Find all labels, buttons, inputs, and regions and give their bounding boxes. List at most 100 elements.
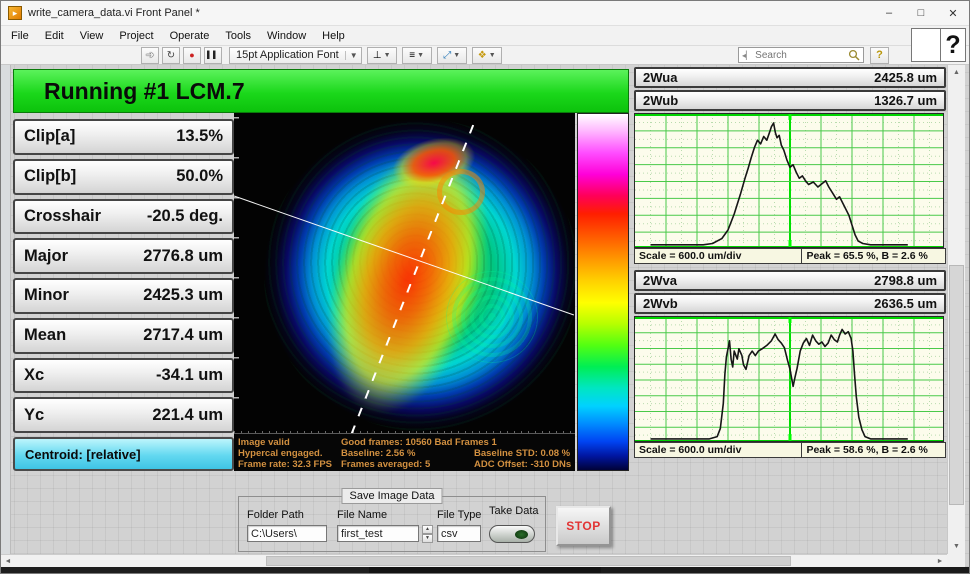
search-scope-icon[interactable]: ◂▏ (742, 50, 753, 60)
resize-objects-icon: ⤢ (443, 49, 452, 61)
status-frame-rate: Frame rate: 32.3 FPS (238, 459, 332, 470)
context-help-box (911, 28, 941, 62)
chevron-down-icon: ▼ (453, 51, 461, 59)
scroll-left-icon[interactable]: ◄ (4, 557, 12, 565)
menu-edit[interactable]: Edit (44, 29, 64, 42)
measurement-yc: Yc 221.4 um (13, 397, 234, 433)
image-left-ticks (234, 117, 239, 433)
maximize-button[interactable]: □ (917, 7, 925, 19)
taskbar-edge (1, 567, 969, 573)
status-good-frames: Good frames: 10560 Bad Frames 1 (341, 437, 497, 448)
status-image-valid: Image valid (238, 437, 290, 448)
search-help-button[interactable]: ? (870, 46, 889, 64)
indicator-2wub: 2Wub 1326.7 um (634, 90, 946, 111)
pause-button[interactable]: ▌▌ (204, 46, 222, 64)
font-selector-label: 15pt Application Font (236, 49, 339, 61)
take-data-label: Take Data (489, 505, 539, 517)
measurement-panel: Clip[a] 13.5% Clip[b] 50.0% Crosshair -20.5… (13, 119, 234, 433)
centroid-mode-indicator: Centroid: [relative] (13, 437, 234, 471)
menu-operate[interactable]: Operate (169, 29, 210, 42)
measurement-minor: Minor 2425.3 um (13, 278, 234, 314)
search-box[interactable]: ◂▏ (738, 47, 864, 63)
measurement-mean: Mean 2717.4 um (13, 317, 234, 354)
title-bar: ▸ write_camera_data.vi Front Panel * – □… (1, 1, 969, 25)
scroll-up-icon[interactable]: ▲ (948, 65, 965, 80)
distribute-objects-icon: ≡ (409, 49, 416, 61)
file-type-label: File Type (437, 509, 482, 521)
run-continuous-button[interactable]: ↻ (162, 46, 180, 64)
context-help-area: ? (911, 28, 966, 62)
distribute-objects-dropdown[interactable]: ≡ ▼ (401, 46, 432, 64)
file-type-input[interactable] (437, 525, 481, 542)
folder-path-label: Folder Path (247, 509, 304, 521)
vertical-scroll-thumb[interactable] (949, 265, 964, 505)
chevron-down-icon: ▼ (344, 50, 358, 60)
toolbar: ➔ ↻ ● ▌▌ 15pt Application Font ▼ ⊥ ▼ ≡ ▼… (1, 45, 969, 65)
take-data-led-icon (515, 530, 528, 539)
chevron-down-icon: ▼ (383, 51, 391, 59)
menu-project[interactable]: Project (119, 29, 154, 42)
cluster-caption: Save Image Data (341, 488, 443, 504)
stop-button[interactable]: STOP (556, 506, 611, 546)
align-objects-dropdown[interactable]: ⊥ ▼ (366, 46, 397, 64)
menu-file[interactable]: File (11, 29, 29, 42)
search-input[interactable] (755, 49, 848, 61)
context-help-question-icon[interactable]: ? (941, 28, 966, 62)
menu-help[interactable]: Help (322, 29, 345, 42)
run-button[interactable]: ➔ (141, 46, 159, 64)
status-frames-avg: Frames averaged: 5 (341, 459, 431, 470)
align-objects-icon: ⊥ (372, 49, 382, 61)
stepper-up-icon[interactable]: ▲ (422, 525, 433, 534)
left-edge-strip (1, 65, 11, 554)
scroll-down-icon[interactable]: ▼ (948, 539, 965, 554)
menu-view[interactable]: View (79, 29, 104, 42)
measurement-crosshair: Crosshair -20.5 deg. (13, 198, 234, 235)
u-scale-label: Scale = 600.0 um/div (634, 248, 803, 264)
v-profile-footer: Scale = 600.0 um/div Peak = 58.6 %, B = … (634, 442, 946, 458)
u-peak-label: Peak = 65.5 %, B = 2.6 % (802, 248, 946, 264)
beam-profile-image (234, 113, 575, 433)
minimize-button[interactable]: – (885, 7, 893, 19)
font-selector[interactable]: 15pt Application Font ▼ (229, 46, 362, 64)
v-peak-label: Peak = 58.6 %, B = 2.6 % (802, 442, 946, 458)
run-status-banner: Running #1 LCM.7 (13, 69, 629, 113)
save-image-data-cluster: Save Image Data Folder Path File Name ▲ … (238, 488, 546, 552)
file-name-input[interactable] (337, 525, 419, 542)
close-button[interactable]: ✕ (948, 7, 958, 20)
v-scale-label: Scale = 600.0 um/div (634, 442, 803, 458)
front-panel: Running #1 LCM.7 Clip[a] 13.5% Clip[b] 50.… (1, 65, 969, 567)
measurement-clip-b: Clip[b] 50.0% (13, 158, 234, 195)
indicator-2wua: 2Wua 2425.8 um (634, 67, 946, 88)
scroll-right-icon[interactable]: ► (936, 557, 944, 565)
chevron-down-icon: ▼ (417, 51, 425, 59)
status-baseline: Baseline: 2.56 % (341, 448, 416, 459)
chevron-down-icon: ▼ (488, 51, 496, 59)
file-name-label: File Name (337, 509, 388, 521)
status-adc-offset: ADC Offset: -310 DNs (474, 459, 572, 470)
u-profile-footer: Scale = 600.0 um/div Peak = 65.5 %, B = … (634, 248, 946, 264)
beam-ring-feature (437, 169, 485, 215)
camera-status-panel: Image valid Good frames: 10560 Bad Frame… (234, 433, 575, 471)
menu-window[interactable]: Window (267, 29, 307, 42)
abort-button[interactable]: ● (183, 46, 201, 64)
beam-ring-feature (446, 271, 538, 363)
vertical-scrollbar[interactable]: ▲ ▼ (947, 65, 965, 554)
labview-app-icon: ▸ (8, 6, 22, 20)
image-bottom-ticks (234, 431, 575, 433)
file-type-stepper[interactable]: ▲ ▼ (422, 525, 433, 543)
horizontal-scroll-thumb[interactable] (266, 556, 791, 566)
resize-objects-dropdown[interactable]: ⤢ ▼ (436, 46, 467, 64)
menu-tools[interactable]: Tools (225, 29, 252, 42)
take-data-toggle[interactable] (489, 525, 535, 543)
horizontal-scrollbar[interactable]: ◄ ► (1, 554, 947, 567)
window-title: write_camera_data.vi Front Panel * (28, 7, 200, 19)
u-profile-plot (634, 113, 944, 248)
indicator-2wvb: 2Wvb 2636.5 um (634, 293, 946, 314)
profile-graphs-panel: 2Wua 2425.8 um 2Wub 1326.7 um Scale = 60… (634, 67, 946, 460)
stepper-down-icon[interactable]: ▼ (422, 534, 433, 543)
measurement-major: Major 2776.8 um (13, 238, 234, 274)
reorder-dropdown[interactable]: ❖ ▼ (471, 46, 502, 64)
folder-path-input[interactable] (247, 525, 327, 542)
status-baseline-std: Baseline STD: 0.08 % (474, 448, 571, 459)
